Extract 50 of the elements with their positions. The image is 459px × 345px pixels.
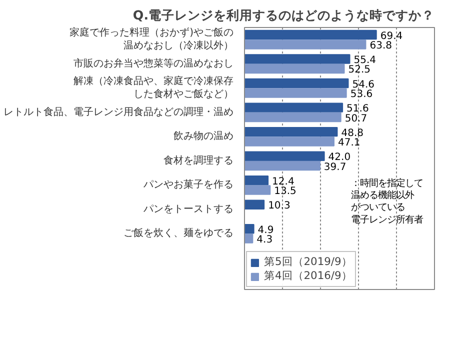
data-label: 13.5 [274,186,296,198]
data-label: 63.8 [370,40,392,52]
y-tick-label: 食材を調理する [164,154,234,166]
data-label: 12.4 [272,176,294,188]
annotation: 温める機能以外 [350,190,414,202]
data-label: 53.6 [350,89,373,100]
data-label: 54.6 [352,79,375,90]
data-label: 47.1 [338,138,360,149]
bar [244,88,347,98]
data-label: 50.7 [344,113,368,124]
y-tick-label: 市販のお弁当や惣菜等の温めなおし [74,57,234,70]
data-label: 55.4 [354,55,376,66]
y-tick-label: 解凍（冷凍食品や、家庭で冷凍保存した食材やご飯など） [74,75,234,100]
data-label: 51.6 [346,104,369,115]
y-tick-label: パンやお菓子を作る [142,178,234,191]
annotation: 電子レンジ所有者 [350,214,423,226]
annotation: ：時間を指定して [350,178,423,189]
bar [244,40,366,50]
bar [244,200,265,210]
y-tick-label: パンをトーストする [142,204,234,215]
bar [244,185,271,195]
annotation: がついている [350,202,405,214]
data-label: 4.9 [258,224,274,236]
bar [244,126,338,137]
legend-label: 第4回（2016/9） [264,269,352,283]
y-tick-label: 家庭で作った料理（おかず)やご飯の温めなおし（冷凍以外） [70,26,234,52]
y-tick-label: 飲み物の温め [174,130,234,142]
bar [244,64,345,74]
legend-label: 第5回（2019/9） [264,255,352,269]
bar [244,151,325,161]
bar [244,102,344,112]
bar [244,30,377,40]
data-label: 48.8 [341,128,364,139]
bar [244,234,254,244]
data-label: 69.4 [380,30,403,42]
bar [244,160,320,171]
bar [244,224,254,234]
bar [244,78,349,88]
data-label: 42.0 [328,152,351,164]
data-label: 39.7 [324,162,346,173]
y-tick-label: レトルト食品、電子レンジ用食品などの調理・温め [4,106,234,118]
data-label: 10.3 [268,200,290,212]
bar [244,136,334,146]
data-label: 4.3 [256,234,273,246]
data-label: 52.5 [348,64,371,76]
bar [244,112,342,122]
chart-title: Q.電子レンジを利用するのはどのような時ですか？ [132,8,435,22]
y-tick-label: ご飯を炊く、麺をゆでる [124,227,234,240]
bar [244,54,350,64]
bar [244,175,269,186]
